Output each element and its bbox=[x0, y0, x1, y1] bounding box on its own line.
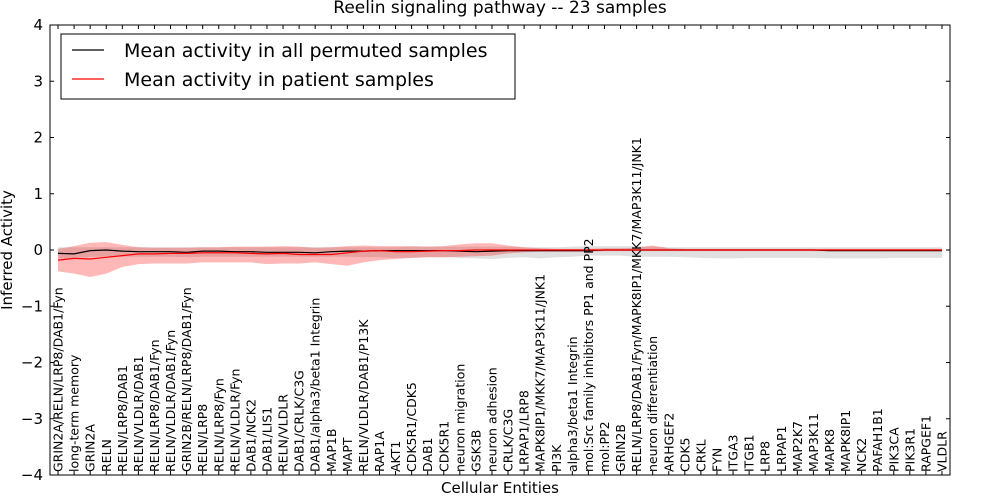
x-tick-label: FYN bbox=[710, 448, 725, 472]
x-tick-label: NCK2 bbox=[854, 438, 869, 472]
x-tick-label: AKT1 bbox=[388, 441, 403, 472]
confidence-bands bbox=[58, 242, 942, 277]
plot-frame bbox=[49, 24, 951, 476]
x-tick-label: CRLK/C3G bbox=[501, 409, 516, 472]
y-tick-label: 3 bbox=[33, 72, 43, 90]
x-tick-label: MAPK8IP1/MKK7/MAP3K11/JNK1 bbox=[533, 274, 548, 472]
x-tick-label: MAP2K7 bbox=[790, 421, 805, 472]
x-tick-label: DAB1/LIS1 bbox=[260, 407, 275, 472]
chart-title: Reelin signaling pathway -- 23 samples bbox=[333, 0, 667, 18]
x-tick-label: DAB1/NCK2 bbox=[243, 399, 258, 472]
series-lines bbox=[57, 249, 942, 261]
x-tick-label: MAPK8IP1 bbox=[838, 410, 853, 472]
y-tick-label: −3 bbox=[21, 410, 43, 428]
x-tick-label: ARHGEF2 bbox=[661, 413, 676, 472]
x-tick-label: PIK3CA bbox=[886, 427, 901, 472]
x-tick-label: RELN/LRP8/DAB1/Fyn bbox=[147, 339, 162, 472]
y-tick-label: 1 bbox=[33, 185, 43, 203]
series-line-patient bbox=[57, 249, 942, 261]
x-tick-label: GRIN2A bbox=[83, 424, 98, 472]
band-permuted bbox=[58, 246, 942, 259]
legend-label-permuted: Mean activity in all permuted samples bbox=[124, 40, 487, 62]
x-tick-label: PI3K bbox=[549, 444, 564, 472]
x-tick-label: RELN bbox=[99, 439, 114, 472]
x-tick-label: LRP8 bbox=[758, 441, 773, 472]
x-tick-label: ITGB1 bbox=[742, 434, 757, 472]
x-tick-label: LRPAP1 bbox=[774, 426, 789, 472]
x-tick-label: mol:Src family inhibitors PP1 and PP2 bbox=[581, 238, 596, 472]
y-tick-label: 4 bbox=[33, 16, 43, 34]
x-tick-label: RELN/VLDLR/Fyn bbox=[227, 369, 242, 472]
x-tick-label: RELN/VLDLR bbox=[276, 394, 291, 472]
x-tick-label: alpha3/beta1 Integrin bbox=[565, 336, 580, 472]
x-tick-label: mol:PP2 bbox=[597, 421, 612, 472]
x-tick-label: GSK3B bbox=[468, 430, 483, 472]
x-tick-label: CRKL bbox=[693, 439, 708, 472]
x-tick-label: RELN/LRP8/DAB1/Fyn/MAPK8IP1/MKK7/MAP3K11… bbox=[629, 137, 644, 472]
y-tick-label: 2 bbox=[33, 129, 43, 147]
x-tick-label: MAP3K11 bbox=[806, 413, 821, 472]
legend-box bbox=[60, 33, 516, 100]
y-tick-label: 0 bbox=[33, 241, 43, 259]
x-tick-label: ITGA3 bbox=[726, 434, 741, 472]
x-tick-label: DAB1/alpha3/beta1 Integrin bbox=[308, 298, 323, 472]
x-tick-label: RAP1A bbox=[372, 431, 387, 472]
y-tick-labels: 4 3 2 1 0 −1 −2 −3 −4 bbox=[21, 16, 43, 484]
x-tick-label: neuron adhesion bbox=[485, 367, 500, 472]
x-tick-label: CDK5R1/CDK5 bbox=[404, 382, 419, 472]
x-tick-label: RELN/LRP8/DAB1 bbox=[115, 365, 130, 472]
x-tick-label: PAFAH1B1 bbox=[870, 408, 885, 472]
y-tick-label: −1 bbox=[21, 297, 43, 315]
x-tick-label: VLDLR bbox=[935, 431, 950, 472]
x-tick-label: CDK5R1 bbox=[436, 421, 451, 472]
x-tick-label: RAPGEF1 bbox=[918, 415, 933, 472]
legend: Mean activity in all permuted samples Me… bbox=[60, 33, 516, 100]
axis-ticks bbox=[50, 24, 950, 476]
x-tick-label: MAPT bbox=[340, 437, 355, 472]
band-patient bbox=[58, 242, 942, 277]
y-axis-label: Inferred Activity bbox=[0, 190, 16, 310]
x-tick-label: long-term memory bbox=[67, 354, 82, 472]
x-tick-labels: GRIN2A/RELN/LRP8/DAB1/Fyn long-term memor… bbox=[51, 137, 950, 472]
x-tick-label: MAP1B bbox=[324, 429, 339, 472]
x-tick-label: RELN/VLDLR/DAB1 bbox=[131, 355, 146, 472]
x-tick-label: GRIN2A/RELN/LRP8/DAB1/Fyn bbox=[51, 287, 66, 472]
x-tick-label: RELN/LRP8/Fyn bbox=[211, 378, 226, 472]
x-tick-label: GRIN2B/RELN/LRP8/DAB1/Fyn bbox=[179, 287, 194, 472]
x-tick-label: RELN/LRP8 bbox=[195, 404, 210, 472]
x-tick-label: neuron migration bbox=[452, 364, 467, 472]
x-tick-label: DAB1 bbox=[420, 438, 435, 473]
legend-label-patient: Mean activity in patient samples bbox=[124, 69, 434, 91]
y-tick-label: −2 bbox=[21, 354, 43, 372]
x-tick-label: MAPK8 bbox=[822, 429, 837, 472]
x-tick-label: neuron differentiation bbox=[645, 336, 660, 472]
y-tick-label: −4 bbox=[21, 466, 43, 484]
x-tick-label: CDK5 bbox=[677, 437, 692, 472]
x-tick-label: DAB1/CRLK/C3G bbox=[292, 370, 307, 472]
x-tick-label: RELN/VLDLR/DAB1/Fyn bbox=[163, 330, 178, 472]
x-tick-label: GRIN2B bbox=[613, 424, 628, 472]
x-tick-label: LRPAP1/LRP8 bbox=[517, 390, 532, 472]
x-tick-label: PIK3R1 bbox=[902, 428, 917, 472]
x-axis-label: Cellular Entities bbox=[441, 479, 559, 497]
x-tick-label: RELN/VLDLR/DAB1/P13K bbox=[356, 319, 371, 472]
